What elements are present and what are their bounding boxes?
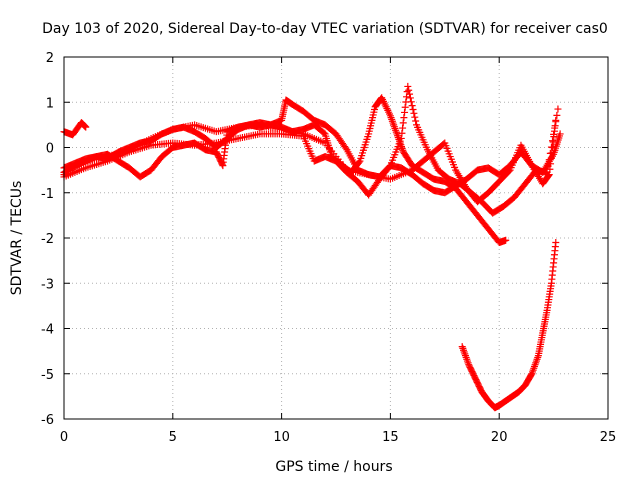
data-point [409, 105, 417, 113]
data-point [549, 137, 557, 145]
y-tick-label: 2 [46, 51, 54, 66]
data-point [401, 103, 409, 111]
data-point [398, 129, 406, 137]
data-point [407, 98, 415, 106]
data-point [548, 149, 556, 157]
data-point [412, 117, 420, 125]
y-tick-label: -4 [41, 323, 54, 338]
data-point [399, 124, 407, 132]
data-point [546, 165, 554, 173]
x-axis-label: GPS time / hours [275, 459, 392, 475]
data-series [60, 116, 560, 206]
data-marks [60, 82, 564, 412]
x-tick-label: 25 [600, 430, 617, 445]
data-series [60, 119, 90, 139]
data-point [549, 138, 557, 146]
data-point [549, 144, 557, 151]
y-tick-label: -3 [41, 277, 54, 292]
data-point [397, 134, 405, 142]
x-tick-label: 0 [60, 430, 68, 445]
data-point [406, 90, 414, 98]
data-point [550, 133, 558, 141]
data-point [399, 119, 407, 127]
grid [64, 57, 608, 419]
y-tick-label: 0 [46, 142, 54, 157]
data-point [410, 109, 418, 117]
data-point [547, 160, 555, 168]
data-point [401, 108, 409, 116]
data-point [550, 127, 558, 135]
axis-ticks: 0 5 10 15 20 25 -6 -5 -4 -3 -2 -1 0 1 2 [41, 51, 616, 445]
data-point [556, 130, 564, 138]
x-tick-label: 15 [382, 430, 399, 445]
data-point [547, 154, 555, 162]
data-point [82, 123, 90, 131]
y-tick-label: -2 [41, 232, 54, 247]
x-tick-label: 20 [491, 430, 508, 445]
chart-title: Day 103 of 2020, Sidereal Day-to-day VTE… [42, 21, 608, 37]
data-series [458, 239, 560, 412]
data-point [551, 122, 559, 130]
data-point [552, 116, 560, 124]
data-point [408, 102, 416, 110]
data-point [405, 86, 413, 94]
data-point [404, 82, 412, 90]
data-point [400, 114, 408, 122]
data-point [411, 113, 419, 121]
x-tick-label: 5 [169, 430, 177, 445]
data-point [406, 94, 414, 102]
data-point [553, 111, 561, 119]
data-point [505, 167, 513, 175]
y-tick-label: -5 [41, 368, 54, 383]
data-point [527, 371, 535, 379]
y-axis-label: SDTVAR / TECUs [9, 181, 25, 296]
data-point [552, 239, 560, 247]
y-tick-label: -6 [41, 413, 54, 428]
data-point [502, 236, 510, 244]
data-point [545, 171, 553, 179]
y-tick-label: -1 [41, 187, 54, 202]
data-point [342, 144, 350, 152]
x-tick-label: 10 [273, 430, 290, 445]
y-tick-label: 1 [46, 96, 54, 111]
data-point [545, 172, 553, 180]
data-point [554, 105, 562, 113]
